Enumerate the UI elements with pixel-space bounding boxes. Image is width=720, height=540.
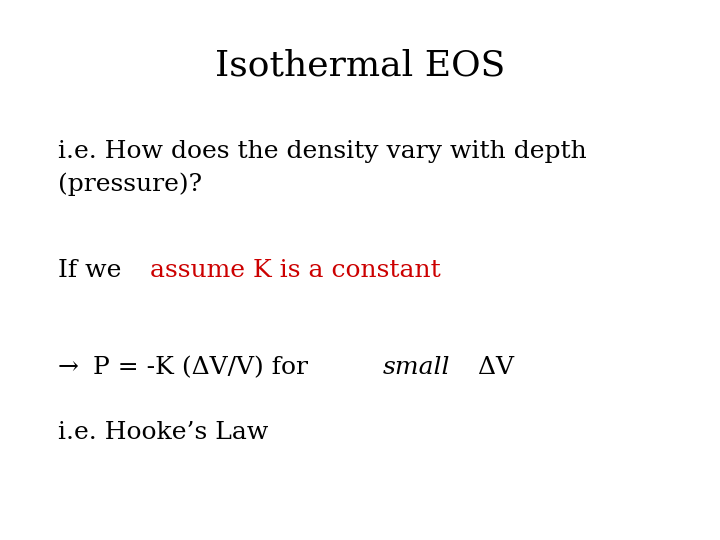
Text: If we: If we — [58, 259, 129, 282]
Text: Isothermal EOS: Isothermal EOS — [215, 49, 505, 83]
Text: P = -K (ΔV/V) for: P = -K (ΔV/V) for — [85, 356, 315, 380]
Text: i.e. Hooke’s Law: i.e. Hooke’s Law — [58, 421, 268, 444]
Text: assume K is a constant: assume K is a constant — [150, 259, 441, 282]
Text: small: small — [383, 356, 450, 380]
Text: i.e. How does the density vary with depth
(pressure)?: i.e. How does the density vary with dept… — [58, 140, 586, 196]
Text: →: → — [58, 356, 78, 380]
Text: ΔV: ΔV — [470, 356, 514, 380]
